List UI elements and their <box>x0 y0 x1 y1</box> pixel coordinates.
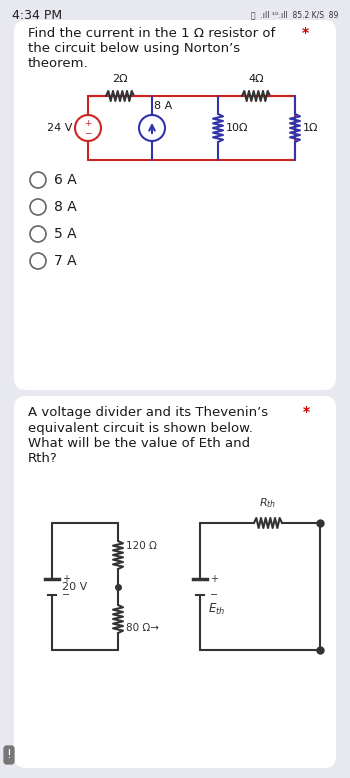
Text: What will be the value of Eth and: What will be the value of Eth and <box>28 436 250 450</box>
Text: 8 A: 8 A <box>154 101 172 111</box>
Text: +: + <box>210 574 218 584</box>
Text: 🔕  .ıll ¹ᴳ.ıll  85.2 K/S  89: 🔕 .ıll ¹ᴳ.ıll 85.2 K/S 89 <box>251 10 338 19</box>
Text: *: * <box>302 26 309 40</box>
Text: Find the current in the 1 Ω resistor of: Find the current in the 1 Ω resistor of <box>28 26 275 40</box>
Text: 7 A: 7 A <box>54 254 77 268</box>
Text: *: * <box>303 405 310 419</box>
Text: 24 V: 24 V <box>47 123 72 133</box>
Text: 8 A: 8 A <box>54 200 77 214</box>
Text: $R_{th}$: $R_{th}$ <box>259 496 277 510</box>
Text: 6 A: 6 A <box>54 173 77 187</box>
Text: Rth?: Rth? <box>28 451 58 464</box>
FancyBboxPatch shape <box>14 20 336 390</box>
Text: 5 A: 5 A <box>54 227 77 241</box>
Text: −: − <box>210 590 218 600</box>
Text: !: ! <box>7 748 12 762</box>
Text: $E_{th}$: $E_{th}$ <box>208 601 225 616</box>
Text: equivalent circuit is shown below.: equivalent circuit is shown below. <box>28 422 253 434</box>
Text: +: + <box>84 118 92 128</box>
Text: 4:34 PM: 4:34 PM <box>12 9 62 22</box>
Text: A voltage divider and its Thevenin’s: A voltage divider and its Thevenin’s <box>28 405 268 419</box>
Text: 120 Ω: 120 Ω <box>126 541 157 551</box>
Text: the circuit below using Norton’s: the circuit below using Norton’s <box>28 41 240 54</box>
Text: 4Ω: 4Ω <box>248 74 264 84</box>
Text: 1Ω: 1Ω <box>303 123 319 133</box>
Text: +: + <box>62 574 70 584</box>
FancyBboxPatch shape <box>14 396 336 768</box>
Text: 80 Ω→: 80 Ω→ <box>126 623 159 633</box>
Text: −: − <box>84 128 92 138</box>
Text: theorem.: theorem. <box>28 57 89 69</box>
Text: 20 V: 20 V <box>62 582 87 592</box>
Text: 2Ω: 2Ω <box>112 74 128 84</box>
Text: −: − <box>62 590 70 600</box>
Text: 10Ω: 10Ω <box>226 123 248 133</box>
